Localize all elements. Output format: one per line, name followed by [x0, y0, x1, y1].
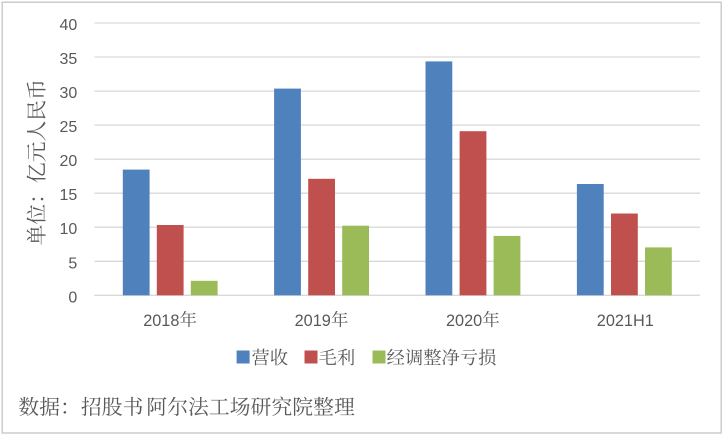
svg-text:25: 25 — [60, 119, 78, 136]
svg-text:30: 30 — [60, 85, 78, 102]
svg-text:2021H1: 2021H1 — [597, 312, 654, 330]
svg-text:2020: 2020 — [446, 312, 482, 330]
svg-text:2018: 2018 — [143, 312, 179, 330]
svg-text:5: 5 — [68, 255, 77, 272]
svg-text:20: 20 — [60, 153, 78, 170]
svg-text:0: 0 — [68, 289, 77, 306]
svg-text:40: 40 — [60, 17, 78, 34]
svg-text:35: 35 — [60, 51, 78, 68]
svg-text:2019: 2019 — [295, 312, 331, 330]
svg-text:15: 15 — [60, 187, 78, 204]
svg-text:10: 10 — [60, 221, 78, 238]
